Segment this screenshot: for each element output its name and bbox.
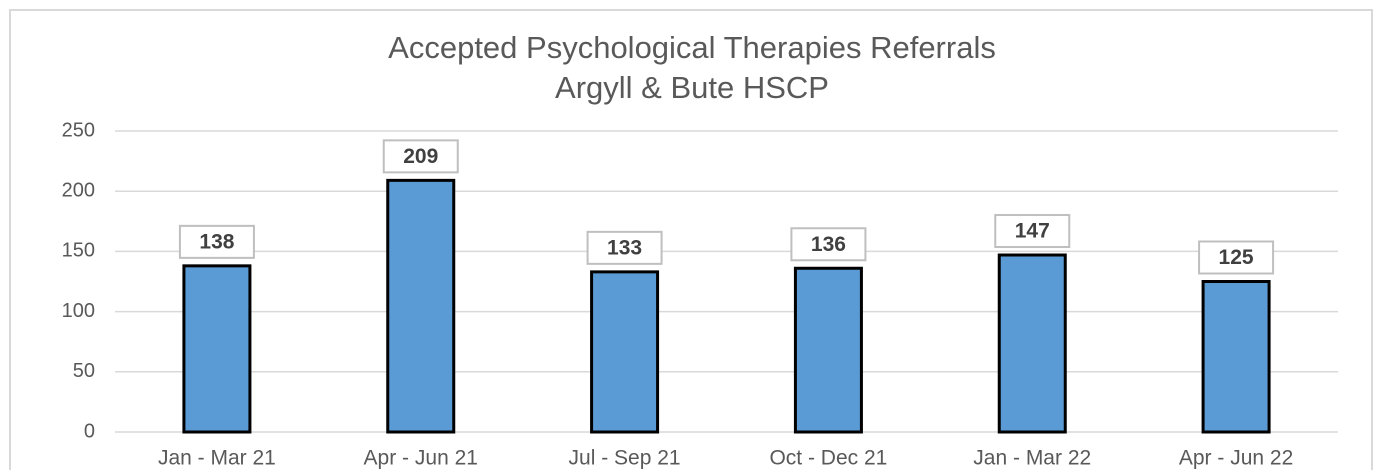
y-tick-label: 200 <box>62 179 95 201</box>
data-label-box <box>586 230 663 265</box>
data-label: 147 <box>1015 220 1050 243</box>
y-tick-label: 0 <box>84 420 95 442</box>
bar <box>590 270 660 434</box>
data-label: 133 <box>607 236 642 259</box>
data-label-box <box>1198 240 1275 275</box>
x-tick-label: Oct - Dec 21 <box>769 447 887 470</box>
chart-title: Accepted Psychological Therapies Referra… <box>388 30 996 65</box>
data-label: 125 <box>1219 246 1254 269</box>
x-tick-label: Apr - Jun 21 <box>364 447 478 470</box>
data-label-box <box>178 224 255 259</box>
y-tick-label: 150 <box>62 240 95 262</box>
data-label-box <box>790 227 867 262</box>
y-tick-label: 50 <box>73 360 95 382</box>
x-tick-label: Jan - Mar 21 <box>158 447 276 470</box>
x-tick-label: Jan - Mar 22 <box>973 447 1091 470</box>
x-tick-label: Jul - Sep 21 <box>569 447 681 470</box>
data-label: 136 <box>811 233 846 256</box>
bar <box>182 264 252 434</box>
y-tick-label: 100 <box>62 300 95 322</box>
data-label: 138 <box>199 230 234 253</box>
bar <box>386 178 456 434</box>
x-tick-label: Apr - Jun 22 <box>1179 447 1293 470</box>
bar <box>793 266 863 434</box>
data-label: 209 <box>403 145 438 168</box>
data-label-box <box>382 139 459 174</box>
chart-subtitle: Argyll & Bute HSCP <box>555 70 829 105</box>
data-label-box <box>994 214 1071 249</box>
bar <box>997 253 1067 434</box>
y-tick-label: 250 <box>62 119 95 141</box>
bar <box>1201 280 1271 434</box>
